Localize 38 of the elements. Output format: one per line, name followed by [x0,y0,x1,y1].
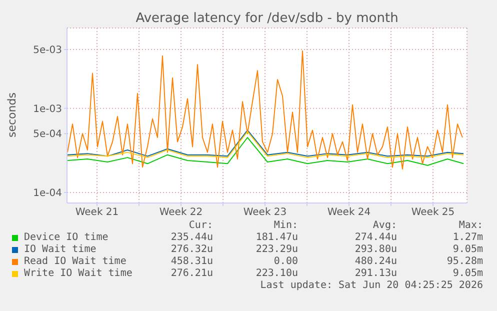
y-tick-label: 5e-04 [33,129,62,140]
text: Cur: [188,220,213,232]
text: 181.47u [254,232,298,244]
text: 291.13u [354,268,397,280]
line-series [67,137,464,166]
chart-title: Average latency for /dev/sdb - by month [134,11,400,26]
text: Min: [272,220,298,232]
text: 276.21u [170,268,213,280]
text: 223.29u [254,244,298,256]
text: 9.05m [452,244,483,256]
y-tick-label: 1e-03 [33,104,62,115]
text: Avg: [372,220,397,232]
x-tick-label: Week 24 [327,207,371,218]
line-series [67,50,463,170]
y-axis-title: seconds [6,92,18,138]
text: 276.32u [170,244,213,256]
text: 274.44u [354,232,397,244]
text: 95.28m [446,256,483,268]
y-tick-label: 1e-04 [33,188,62,200]
text: 458.31u [170,256,213,268]
text: 480.24u [354,256,397,268]
text: 235.44u [170,232,213,244]
legend-label: Device IO time [24,232,108,244]
x-tick-label: Week 23 [243,207,287,218]
text: 293.80u [354,244,397,256]
x-tick-label: Week 21 [75,207,119,218]
y-tick-label: 5e-03 [33,45,62,56]
legend-label: Write IO Wait time [24,268,132,280]
legend-label: Read IO Wait time [24,256,126,268]
text: Last update: Sat Jun 20 04:25:25 2026 [259,280,483,292]
legend-label: IO Wait time [24,244,96,256]
text: 0.00 [272,256,298,268]
text: Max: [458,220,483,232]
x-tick-label: Week 22 [159,207,203,218]
text: 1.27m [452,232,483,244]
text: 9.05m [452,268,483,280]
text: 223.10u [254,268,298,280]
x-tick-label: Week 25 [411,207,455,218]
